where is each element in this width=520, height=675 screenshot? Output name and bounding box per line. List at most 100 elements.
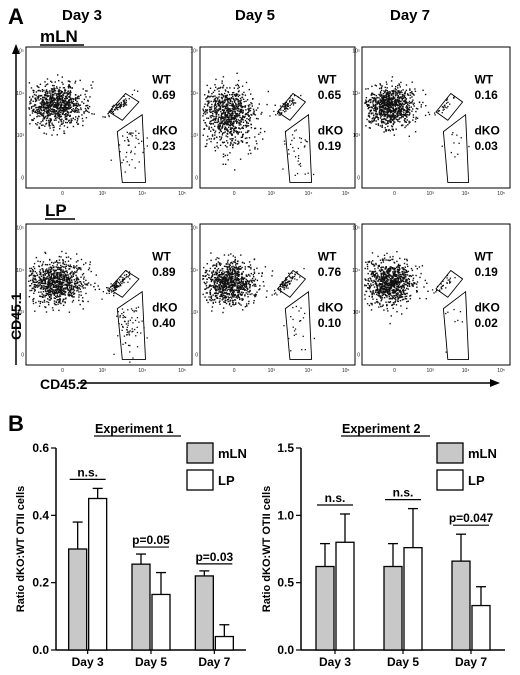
- event-dot: [296, 271, 298, 273]
- event-dot: [384, 86, 386, 89]
- event-dot: [374, 112, 377, 115]
- event-dot: [58, 280, 61, 282]
- event-dot: [129, 319, 131, 321]
- event-dot: [223, 99, 225, 102]
- event-dot: [107, 113, 109, 115]
- event-dot: [386, 110, 388, 112]
- event-dot: [87, 107, 90, 110]
- event-dot: [235, 113, 237, 116]
- event-dot: [377, 117, 380, 119]
- event-dot: [135, 307, 137, 309]
- event-dot: [397, 111, 399, 113]
- event-dot: [240, 117, 243, 119]
- event-dot: [34, 105, 36, 107]
- event-dot: [77, 278, 79, 280]
- event-dot: [209, 284, 211, 286]
- event-dot: [244, 306, 247, 308]
- event-dot: [59, 268, 62, 270]
- event-dot: [225, 280, 228, 282]
- event-dot: [226, 121, 228, 123]
- event-dot: [50, 270, 52, 273]
- event-dot: [47, 105, 50, 107]
- event-dot: [35, 91, 38, 93]
- event-dot: [228, 276, 231, 278]
- event-dot: [47, 294, 50, 296]
- event-dot: [202, 134, 204, 136]
- event-dot: [292, 318, 294, 321]
- event-dot: [395, 118, 397, 120]
- event-dot: [52, 129, 55, 131]
- event-dot: [48, 108, 50, 111]
- event-dot: [293, 275, 296, 278]
- event-dot: [379, 84, 382, 86]
- event-dot: [224, 98, 226, 101]
- event-dot: [87, 100, 89, 102]
- event-dot: [229, 270, 231, 272]
- event-dot: [208, 138, 210, 140]
- event-dot: [206, 97, 208, 99]
- event-dot: [225, 106, 227, 108]
- event-dot: [227, 106, 229, 109]
- event-dot: [223, 141, 226, 143]
- event-dot: [224, 95, 226, 97]
- event-dot: [60, 119, 62, 121]
- event-dot: [44, 287, 46, 290]
- event-dot: [397, 99, 400, 101]
- event-dot: [408, 120, 410, 123]
- event-dot: [35, 272, 38, 274]
- event-dot: [251, 293, 253, 295]
- event-dot: [131, 328, 133, 330]
- event-dot: [401, 97, 403, 99]
- event-dot: [368, 116, 371, 118]
- event-dot: [282, 168, 284, 170]
- event-dot: [207, 95, 209, 97]
- event-dot: [379, 107, 381, 109]
- event-dot: [69, 96, 71, 98]
- event-dot: [216, 270, 218, 272]
- event-dot: [48, 303, 50, 306]
- event-dot: [57, 262, 59, 264]
- event-dot: [255, 140, 257, 142]
- event-dot: [238, 286, 241, 288]
- event-dot: [76, 267, 78, 269]
- event-dot: [387, 110, 389, 113]
- event-dot: [236, 278, 238, 281]
- event-dot: [205, 275, 207, 277]
- event-dot: [38, 94, 40, 97]
- event-dot: [224, 289, 226, 291]
- event-dot: [60, 271, 62, 273]
- event-dot: [411, 81, 413, 83]
- event-dot: [122, 135, 124, 137]
- event-dot: [215, 280, 217, 282]
- event-dot: [234, 108, 236, 110]
- event-dot: [211, 135, 214, 137]
- event-dot: [227, 104, 229, 106]
- event-dot: [385, 104, 387, 106]
- event-dot: [41, 286, 43, 289]
- event-dot: [50, 268, 52, 271]
- event-dot: [66, 121, 68, 124]
- event-dot: [37, 108, 39, 111]
- event-dot: [249, 285, 251, 288]
- event-dot: [122, 325, 124, 328]
- event-dot: [237, 79, 240, 82]
- event-dot: [115, 282, 117, 285]
- event-dot: [223, 286, 226, 289]
- event-dot: [412, 99, 414, 101]
- event-dot: [284, 105, 286, 107]
- event-dot: [86, 110, 89, 113]
- event-dot: [222, 294, 224, 297]
- event-dot: [82, 284, 84, 287]
- event-dot: [74, 266, 76, 268]
- event-dot: [71, 284, 73, 286]
- event-dot: [83, 263, 85, 266]
- event-dot: [63, 277, 65, 279]
- event-dot: [221, 104, 223, 106]
- event-dot: [123, 335, 126, 337]
- event-dot: [405, 98, 407, 100]
- event-dot: [221, 94, 223, 96]
- event-dot: [38, 291, 40, 293]
- event-dot: [40, 291, 42, 293]
- event-dot: [242, 106, 244, 108]
